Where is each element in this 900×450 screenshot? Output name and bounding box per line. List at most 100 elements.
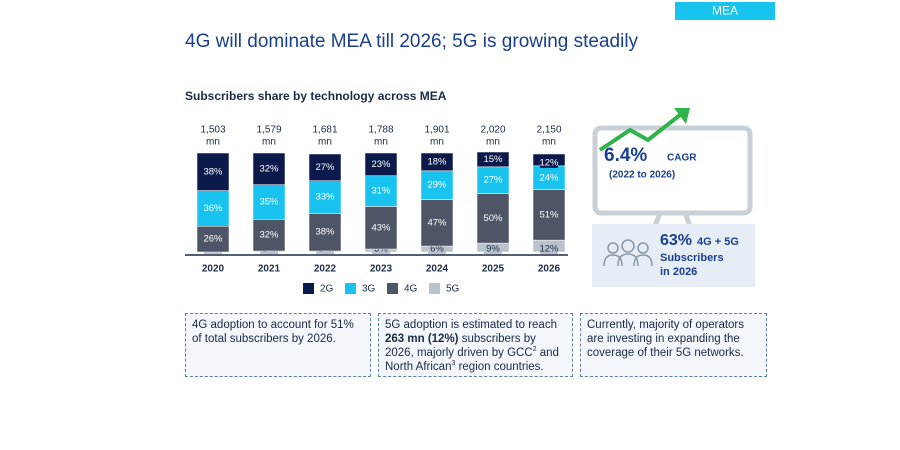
total-label: 2,150 (536, 125, 561, 136)
x-tick-label: 2025 (482, 264, 505, 275)
total-unit: mn (430, 137, 444, 148)
bar-segment (364, 206, 398, 250)
bar-segment (420, 199, 454, 247)
label-bg (540, 157, 558, 168)
legend-swatch (345, 283, 356, 294)
value-label: 15% (483, 154, 503, 165)
value-label: 12% (539, 157, 559, 168)
legend-label: 2G (320, 284, 334, 295)
value-label: 38% (203, 166, 223, 177)
note-text: 3 (451, 360, 456, 368)
legend-swatch (303, 283, 314, 294)
bar-segment (364, 152, 398, 177)
share-panel (592, 224, 755, 287)
share-value: 63% (660, 232, 692, 249)
cagr-period: (2022 to 2026) (609, 170, 675, 181)
note-text: 5G adoption is estimated to reach (385, 319, 557, 331)
label-bg (484, 244, 502, 254)
legend-label: 3G (362, 284, 376, 295)
note-box: 5G adoption is estimated to reach 263 mn… (378, 313, 573, 377)
note-box: 4G adoption to account for 51% of total … (185, 313, 371, 377)
value-label: 24% (539, 172, 559, 183)
bar-segment (420, 170, 454, 200)
tag-bg (675, 2, 775, 20)
value-label: 51% (539, 209, 559, 220)
note-text: and North African (385, 347, 559, 373)
note-text: region countries. (455, 361, 544, 373)
label-bg (540, 244, 558, 254)
value-label: 50% (483, 213, 503, 224)
value-label: 43% (371, 222, 391, 233)
bar-segment (308, 180, 342, 214)
value-label: 18% (427, 156, 447, 167)
total-label: 1,503 (200, 125, 225, 136)
legend-label: 4G (404, 284, 418, 295)
x-tick-label: 2026 (538, 264, 561, 275)
note-text: 263 mn (12%) (385, 333, 459, 345)
cagr-label: CAGR (667, 153, 697, 164)
arrow-head (674, 108, 690, 124)
value-label: 27% (315, 162, 335, 173)
bar-segment (196, 152, 230, 191)
bar-segment (308, 153, 342, 181)
total-unit: mn (542, 137, 556, 148)
growth-arrow (598, 113, 682, 152)
total-unit: mn (262, 137, 276, 148)
total-label: 1,788 (368, 125, 393, 136)
total-unit: mn (318, 137, 332, 148)
bar-segment (476, 151, 510, 168)
bar-segment (476, 166, 510, 194)
x-tick-label: 2021 (258, 264, 281, 275)
bar-segment (364, 175, 398, 207)
bar-segment (308, 213, 342, 252)
value-label: 9% (486, 244, 500, 255)
bar-segment (420, 152, 454, 172)
x-tick-label: 2022 (314, 264, 337, 275)
value-label: 32% (259, 163, 279, 174)
legend-swatch (387, 283, 398, 294)
chart-title: 4G will dominate MEA till 2026; 5G is gr… (185, 31, 639, 52)
value-label: 23% (371, 159, 391, 170)
monitor (592, 125, 753, 216)
x-tick-label: 2024 (426, 264, 449, 275)
label-bg (428, 244, 446, 254)
share-line3: in 2026 (660, 266, 697, 278)
bar-segment (196, 226, 230, 253)
bar-segment (252, 219, 286, 252)
note-text: subscribers by 2026, majorly driven by G… (385, 333, 536, 359)
value-label: 36% (203, 203, 223, 214)
legend-swatch (429, 283, 440, 294)
value-label: 29% (427, 180, 447, 191)
bar-segment (196, 190, 230, 227)
bar-segment (252, 152, 286, 185)
note-box: Currently, majority of operators are inv… (580, 313, 767, 377)
note-text: 2 (532, 346, 537, 354)
share-label: 4G + 5G (697, 236, 739, 248)
total-unit: mn (206, 137, 220, 148)
value-label: 12% (539, 244, 559, 255)
bar-segment (532, 189, 566, 241)
bar-segment (476, 193, 510, 244)
value-label: 47% (427, 217, 447, 228)
legend-label: 5G (446, 284, 460, 295)
value-label: 26% (203, 234, 223, 245)
chart-subtitle: Subscribers share by technology across M… (185, 89, 447, 103)
value-label: 35% (259, 197, 279, 208)
value-label: 32% (259, 230, 279, 241)
value-label: 31% (371, 186, 391, 197)
total-label: 1,681 (312, 125, 337, 136)
total-label: 2,020 (480, 125, 505, 136)
total-unit: mn (374, 137, 388, 148)
value-label: 27% (483, 175, 503, 186)
total-label: 1,579 (256, 125, 281, 136)
bar-segment (252, 184, 286, 220)
x-tick-label: 2020 (202, 264, 225, 275)
total-unit: mn (486, 137, 500, 148)
people-icon (603, 239, 653, 267)
note-text: 4G adoption to account for 51% of total … (192, 319, 354, 345)
x-tick-label: 2023 (370, 264, 393, 275)
value-label: 38% (315, 227, 335, 238)
share-line2: Subscribers (660, 252, 724, 264)
